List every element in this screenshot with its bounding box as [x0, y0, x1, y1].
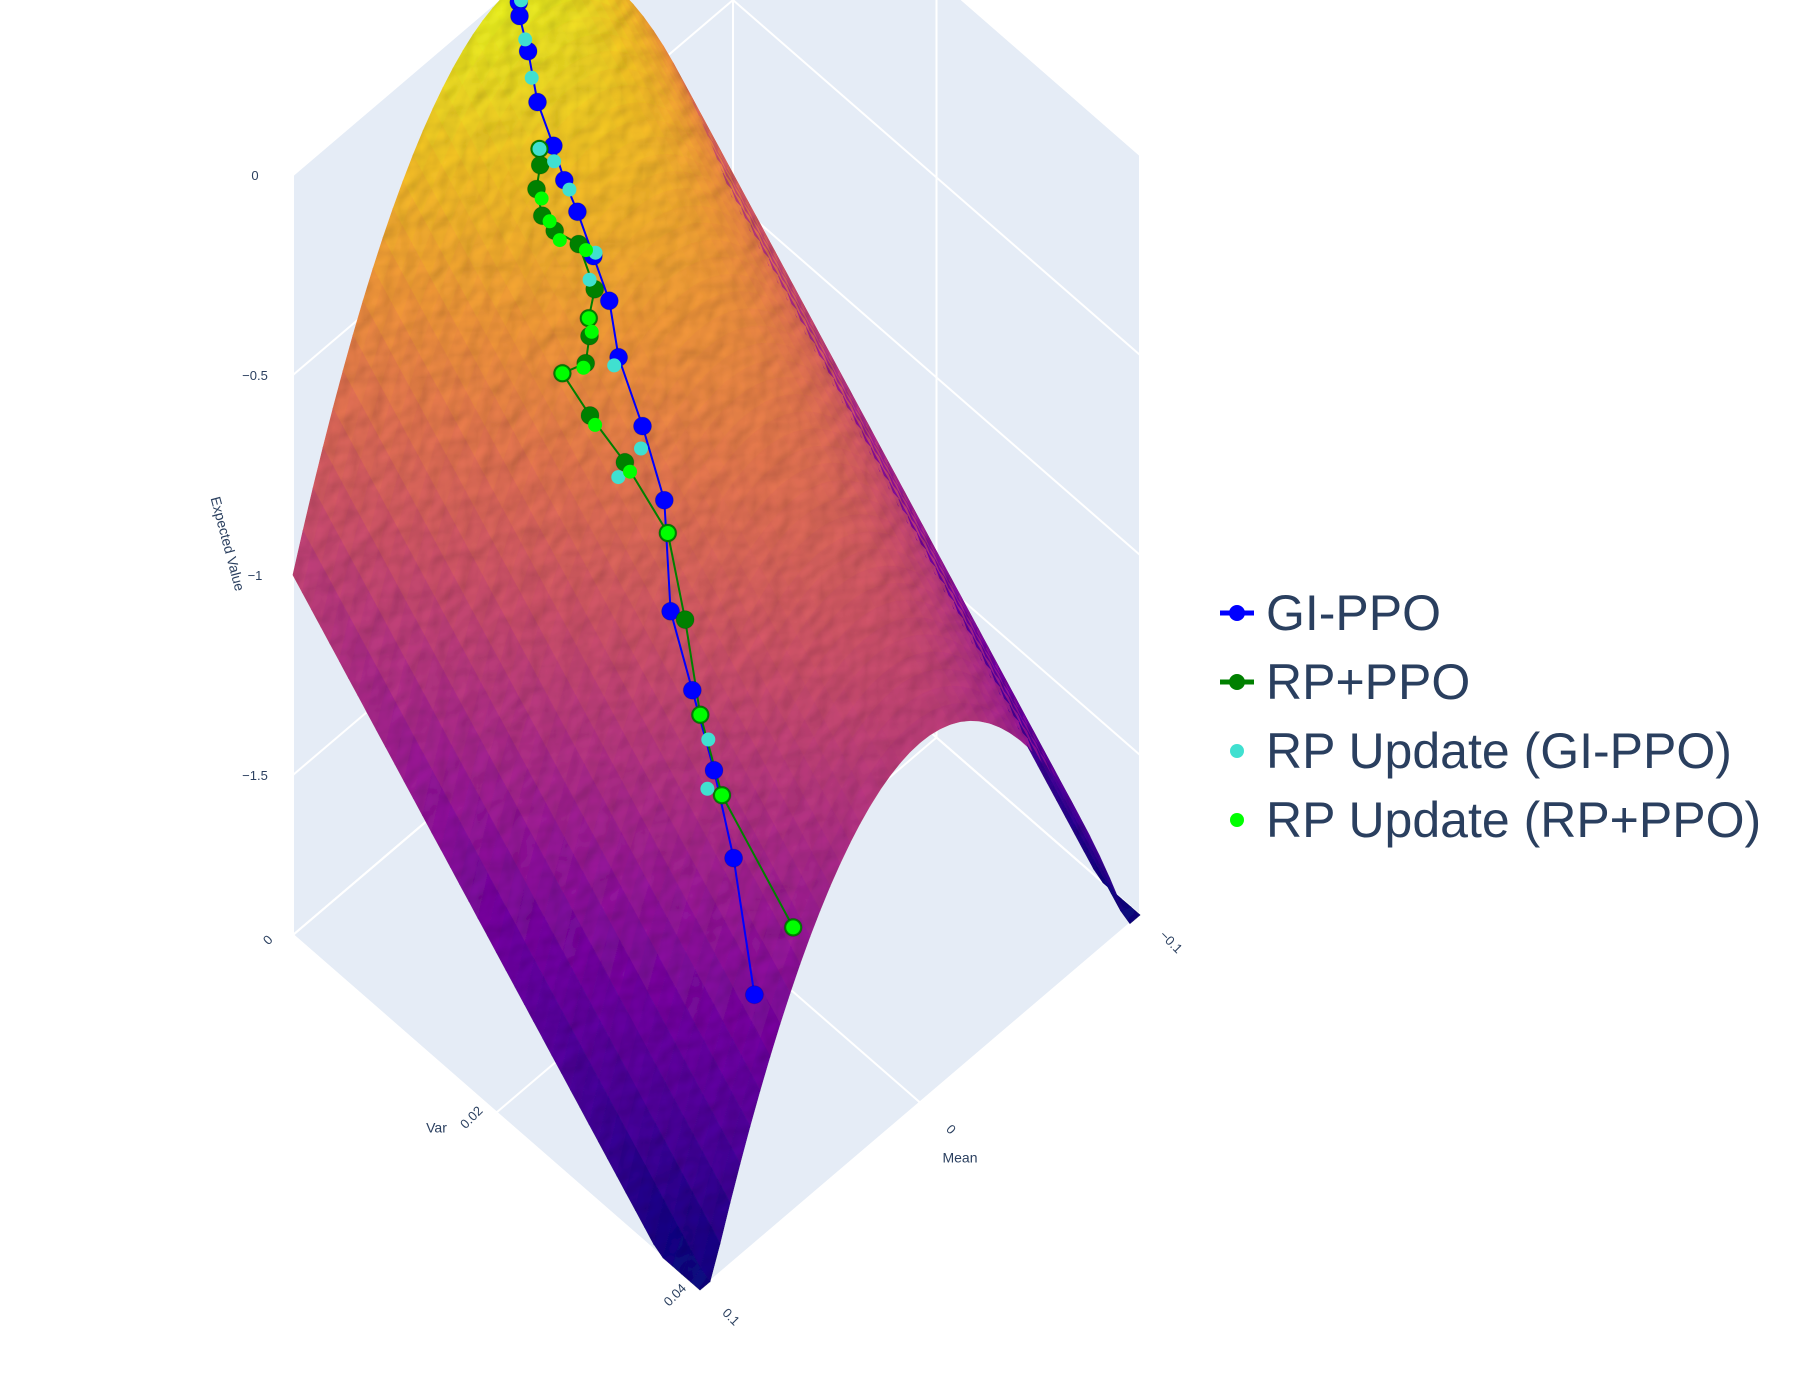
point-rp-update-rp-ppo[interactable]	[623, 464, 637, 479]
gridline-y	[699, 914, 1141, 1291]
point-rp-update-rp-ppo[interactable]	[552, 233, 567, 248]
point-rp-update-gi-ppo[interactable]	[607, 358, 622, 373]
legend-item-rp-ppo[interactable]: RP+PPO	[1218, 647, 1761, 716]
point-rp-update-gi-ppo[interactable]	[701, 732, 716, 747]
point-gi-ppo[interactable]	[661, 601, 681, 621]
x-tick-label: 0.1	[719, 1305, 742, 1328]
legend-item-gi-ppo[interactable]: GI-PPO	[1218, 578, 1761, 647]
y-tick-label: 0	[260, 932, 276, 948]
z-axis-title: Expected Value	[208, 495, 249, 593]
legend: GI-PPO RP+PPO RP Update (GI-PPO) RP Upda…	[1218, 578, 1761, 854]
point-rp-update-rp-ppo[interactable]	[660, 526, 675, 540]
point-rp-update-gi-ppo[interactable]	[611, 470, 626, 485]
point-rp-ppo[interactable]	[675, 610, 695, 630]
point-rp-update-rp-ppo[interactable]	[534, 191, 549, 206]
legend-item-rp-update-rp-ppo[interactable]: RP Update (RP+PPO)	[1218, 785, 1761, 854]
legend-item-rp-update-gi-ppo[interactable]: RP Update (GI-PPO)	[1218, 716, 1761, 785]
point-rp-update-rp-ppo[interactable]	[555, 366, 570, 381]
trajectory-markers	[509, 0, 803, 1005]
point-rp-update-rp-ppo[interactable]	[576, 360, 591, 375]
legend-label: RP+PPO	[1266, 653, 1471, 710]
y-tick-label: 0.04	[661, 1281, 690, 1310]
legend-label: RP Update (RP+PPO)	[1266, 791, 1762, 848]
point-gi-ppo[interactable]	[654, 490, 674, 510]
legend-swatch-rp-update-gi-ppo	[1230, 743, 1244, 758]
point-gi-ppo[interactable]	[599, 291, 619, 311]
x-axis-title: Mean	[942, 1150, 977, 1166]
legend-swatch-rp-ppo	[1220, 673, 1254, 690]
expected-value-surface	[292, 0, 1141, 1291]
point-rp-update-gi-ppo[interactable]	[700, 781, 715, 796]
y-axis-title: Var	[426, 1120, 447, 1136]
point-gi-ppo[interactable]	[567, 202, 587, 222]
point-rp-update-gi-ppo[interactable]	[518, 32, 533, 47]
z-tick-label: 0	[251, 168, 258, 183]
point-rp-update-rp-ppo[interactable]	[715, 788, 729, 803]
point-rp-update-rp-ppo[interactable]	[584, 324, 599, 339]
point-rp-update-rp-ppo[interactable]	[588, 417, 603, 432]
legend-swatch-gi-ppo	[1220, 604, 1254, 621]
point-rp-update-rp-ppo[interactable]	[693, 707, 708, 722]
legend-swatch-rp-update-rp-ppo	[1230, 812, 1244, 827]
point-rp-update-rp-ppo[interactable]	[579, 243, 593, 258]
point-gi-ppo[interactable]	[528, 92, 547, 112]
gridline-z	[292, 0, 500, 176]
surface-patch	[690, 1268, 711, 1291]
point-gi-ppo[interactable]	[704, 760, 724, 780]
point-rp-update-rp-ppo[interactable]	[786, 920, 801, 935]
point-gi-ppo[interactable]	[633, 416, 652, 436]
point-gi-ppo[interactable]	[682, 680, 702, 700]
point-gi-ppo[interactable]	[510, 6, 529, 26]
point-rp-update-rp-ppo[interactable]	[581, 311, 596, 326]
point-gi-ppo[interactable]	[724, 848, 744, 868]
legend-label: GI-PPO	[1266, 584, 1442, 641]
z-tick-label: −1.5	[242, 768, 268, 783]
point-gi-ppo[interactable]	[744, 985, 764, 1005]
point-rp-update-gi-ppo[interactable]	[634, 441, 648, 456]
y-tick-label: 0.02	[457, 1103, 486, 1132]
point-rp-update-gi-ppo[interactable]	[532, 141, 547, 156]
z-tick-label: −1	[248, 568, 263, 583]
point-rp-update-gi-ppo[interactable]	[582, 272, 597, 287]
point-rp-update-gi-ppo[interactable]	[514, 0, 528, 8]
point-rp-update-gi-ppo[interactable]	[547, 154, 562, 169]
point-rp-ppo[interactable]	[530, 155, 550, 175]
x-tick-label: 0	[943, 1121, 959, 1137]
surface-patch	[1120, 906, 1141, 925]
point-rp-update-rp-ppo[interactable]	[542, 214, 557, 229]
point-rp-update-gi-ppo[interactable]	[524, 70, 539, 85]
gridline-z	[960, 0, 1141, 156]
x-tick-label: −0.1	[1157, 927, 1186, 956]
legend-label: RP Update (GI-PPO)	[1266, 722, 1732, 779]
z-tick-label: −0.5	[242, 368, 268, 383]
point-rp-update-gi-ppo[interactable]	[562, 182, 577, 197]
